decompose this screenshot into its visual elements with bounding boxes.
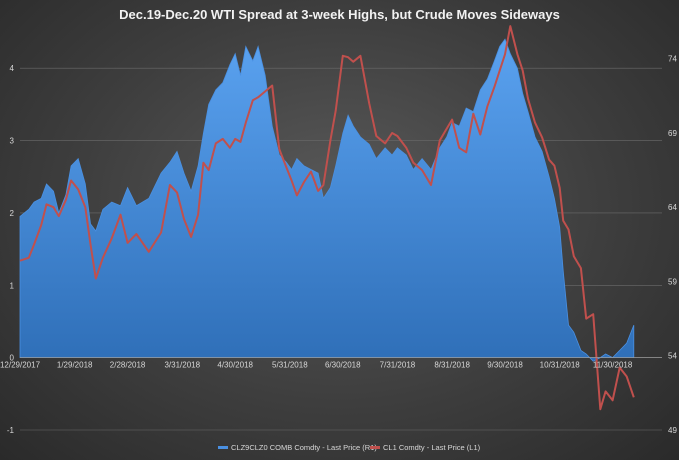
x-axis-tick-label: 1/29/2018 [57,361,93,370]
left-axis-tick-label: 0 [10,354,15,363]
right-axis-tick-label: 64 [668,203,677,212]
legend-label-crude: CL1 Comdty - Last Price (L1) [383,443,481,452]
crude-price-line [19,25,635,411]
x-axis-tick-label: 11/30/2018 [593,361,633,370]
right-axis-tick-label: 59 [668,277,677,286]
right-axis-tick-label: 54 [668,352,677,361]
x-axis-tick-label: 8/31/2018 [434,361,470,370]
left-axis-tick-label: 4 [10,64,15,73]
x-axis-tick-label: 9/30/2018 [487,361,523,370]
legend-swatch-spread [218,446,228,449]
right-axis-tick-label: 69 [668,129,677,138]
x-axis-tick-label: 4/30/2018 [217,361,253,370]
left-axis-tick-label: 3 [10,137,15,146]
chart-title: Dec.19-Dec.20 WTI Spread at 3-week Highs… [119,7,560,22]
left-axis-tick-label: 2 [10,209,15,218]
spread-area [19,38,635,362]
x-axis-tick-label: 3/31/2018 [164,361,200,370]
x-axis-tick-label: 10/31/2018 [540,361,581,370]
crude-line-layer [19,25,635,411]
left-axis-tick-label: -1 [7,426,15,435]
left-axis-tick-label: 1 [10,281,15,290]
legend-swatch-crude [370,446,380,449]
legend: CLZ9CLZ0 COMB Comdty - Last Price (R1) C… [218,443,481,452]
x-axis-tick-label: 5/31/2018 [272,361,308,370]
axes: -1 0 1 2 3 4 49 54 59 64 69 74 12/29/2017 1/29/2018 2/… [0,55,677,435]
right-axis-tick-label: 74 [668,55,677,64]
spread-area-layer [19,38,635,362]
x-axis-tick-label: 6/30/2018 [325,361,361,370]
x-axis-tick-label: 12/29/2017 [0,361,41,370]
x-axis-tick-label: 2/28/2018 [110,361,146,370]
right-axis-tick-label: 49 [668,426,677,435]
x-axis-tick-label: 7/31/2018 [380,361,416,370]
legend-label-spread: CLZ9CLZ0 COMB Comdty - Last Price (R1) [231,443,377,452]
